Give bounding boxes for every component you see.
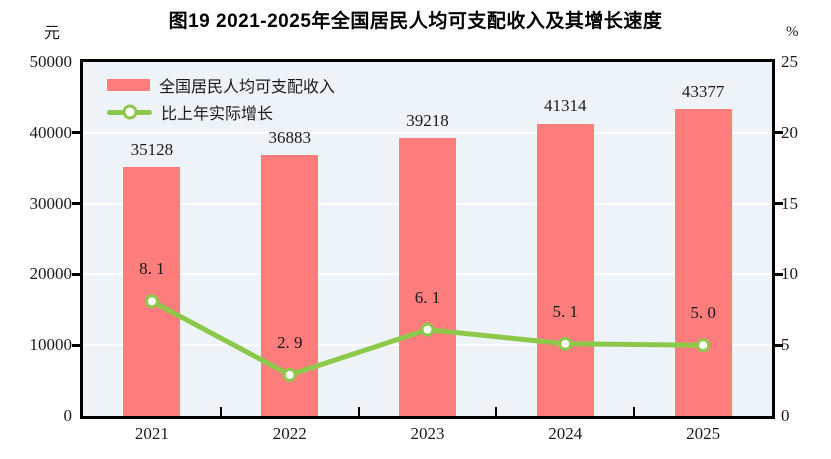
growth-line-svg bbox=[144, 294, 711, 382]
y-axis-label-left: 10000 bbox=[29, 335, 73, 355]
legend: 全国居民人均可支配收入 比上年实际增长 bbox=[107, 74, 335, 123]
legend-item-growth: 比上年实际增长 bbox=[107, 101, 335, 123]
growth-point-label: 5. 0 bbox=[690, 303, 716, 323]
legend-line-marker-icon bbox=[122, 104, 137, 120]
left-axis-tick bbox=[72, 272, 80, 276]
bar-value-label: 36883 bbox=[268, 127, 311, 147]
gridline bbox=[83, 131, 772, 134]
y-axis-label-right: 10 bbox=[781, 264, 798, 284]
income-bar bbox=[536, 123, 594, 416]
growth-line bbox=[150, 299, 704, 378]
x-axis-label: 2021 bbox=[134, 424, 169, 443]
y-axis-label-right: 5 bbox=[781, 335, 790, 355]
x-axis-label: 2025 bbox=[686, 424, 721, 443]
y-axis-label-right: 20 bbox=[781, 122, 798, 142]
growth-point bbox=[420, 322, 435, 337]
right-axis-tick bbox=[775, 131, 783, 135]
x-axis-tick bbox=[219, 407, 222, 416]
y-axis-label-left: 30000 bbox=[29, 193, 73, 213]
growth-point-label: 5. 1 bbox=[552, 301, 579, 321]
legend-label-growth: 比上年实际增长 bbox=[161, 106, 274, 123]
right-axis-tick bbox=[775, 202, 783, 206]
x-axis-tick bbox=[357, 407, 360, 416]
y-axis-label-left: 40000 bbox=[29, 122, 73, 142]
growth-point bbox=[144, 294, 159, 309]
growth-point bbox=[282, 367, 297, 382]
growth-point-label: 6. 1 bbox=[414, 287, 441, 307]
growth-point-label: 2. 9 bbox=[276, 332, 303, 352]
growth-point-label: 8. 1 bbox=[139, 259, 165, 279]
y-axis-label-right: 15 bbox=[781, 193, 798, 213]
y-axis-label-left: 0 bbox=[63, 406, 73, 425]
y-axis-label-left: 50000 bbox=[29, 52, 73, 71]
right-axis-tick bbox=[775, 343, 783, 347]
legend-bar-swatch bbox=[107, 79, 150, 91]
legend-item-income: 全国居民人均可支配收入 bbox=[107, 74, 335, 96]
left-axis-tick bbox=[72, 202, 80, 206]
chart-title: 图19 2021-2025年全国居民人均可支配收入及其增长速度 bbox=[168, 11, 663, 32]
growth-point bbox=[558, 336, 573, 351]
bar-value-label: 41314 bbox=[544, 96, 587, 116]
x-axis-label: 2022 bbox=[272, 424, 307, 443]
income-bar bbox=[399, 138, 456, 416]
bar-value-label: 43377 bbox=[681, 81, 725, 101]
right-axis-unit: % bbox=[786, 24, 799, 40]
y-axis-label-right: 25 bbox=[781, 52, 798, 71]
x-axis-tick bbox=[495, 407, 498, 416]
y-axis-label-right: 0 bbox=[781, 406, 790, 425]
legend-label-income: 全国居民人均可支配收入 bbox=[159, 79, 336, 96]
x-axis-tick bbox=[633, 407, 636, 416]
x-axis-label: 2023 bbox=[410, 424, 445, 443]
bar-value-label: 39218 bbox=[406, 111, 449, 131]
left-axis-tick bbox=[72, 131, 80, 135]
y-axis-label-left: 20000 bbox=[29, 264, 73, 284]
bar-value-label: 35128 bbox=[130, 140, 174, 160]
growth-point bbox=[696, 338, 711, 353]
income-bar bbox=[674, 108, 732, 416]
right-axis-tick bbox=[775, 272, 783, 276]
income-bar bbox=[123, 167, 181, 416]
left-axis-tick bbox=[72, 343, 80, 347]
left-axis-unit: 元 bbox=[44, 25, 61, 42]
plot-area: 全国居民人均可支配收入 比上年实际增长 35128 36883 39218 41314… bbox=[72, 59, 783, 419]
x-axis-label: 2024 bbox=[548, 424, 583, 443]
legend-line-swatch bbox=[107, 104, 152, 120]
